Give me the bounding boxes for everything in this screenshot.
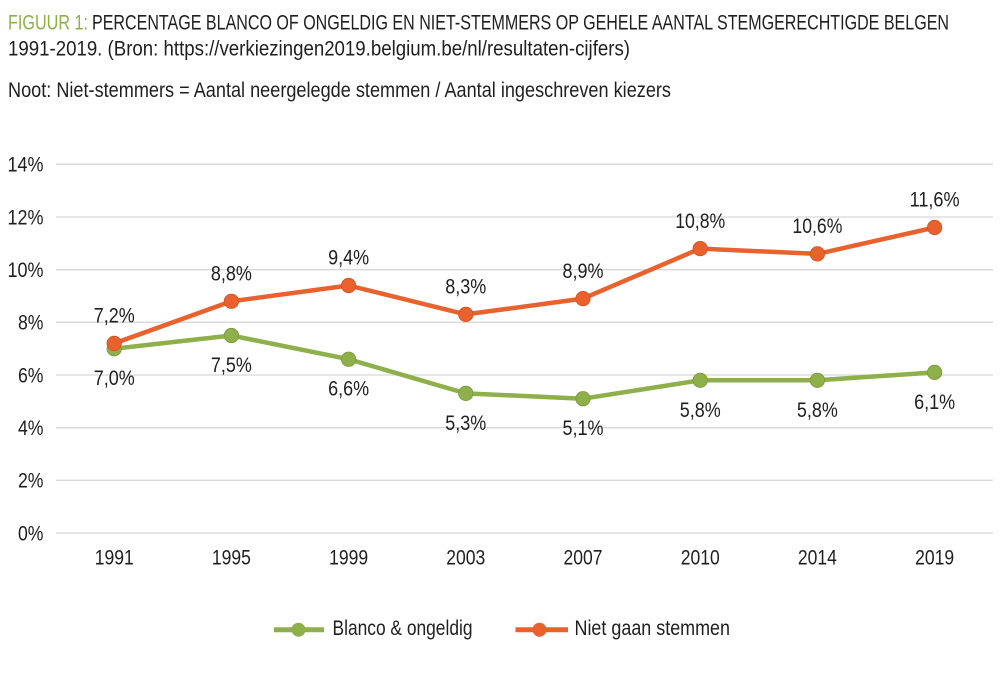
svg-text:1991-2019. (Bron: https://verk: 1991-2019. (Bron: https://verkiezingen20… (8, 38, 630, 61)
svg-text:7,2%: 7,2% (94, 305, 135, 328)
svg-text:FIGUUR 1:: FIGUUR 1: (8, 12, 88, 35)
svg-text:2%: 2% (18, 470, 44, 493)
svg-text:7,0%: 7,0% (94, 367, 135, 390)
svg-text:9,4%: 9,4% (328, 247, 369, 270)
svg-text:10,6%: 10,6% (792, 215, 842, 238)
svg-text:2019: 2019 (915, 547, 954, 570)
svg-text:8,8%: 8,8% (211, 263, 252, 286)
svg-text:PERCENTAGE BLANCO OF ONGELDIG: PERCENTAGE BLANCO OF ONGELDIG EN NIET-ST… (92, 12, 949, 35)
svg-text:6,6%: 6,6% (328, 378, 369, 401)
svg-text:4%: 4% (18, 417, 44, 440)
svg-text:5,1%: 5,1% (563, 417, 604, 440)
svg-text:Blanco & ongeldig: Blanco & ongeldig (333, 617, 473, 640)
svg-text:2003: 2003 (446, 547, 485, 570)
svg-text:12%: 12% (8, 206, 44, 229)
svg-text:5,3%: 5,3% (445, 412, 486, 435)
svg-text:6,1%: 6,1% (914, 391, 955, 414)
svg-text:8,3%: 8,3% (445, 276, 486, 299)
svg-text:Noot: Niet-stemmers = Aantal n: Noot: Niet-stemmers = Aantal neergelegde… (8, 79, 671, 102)
svg-text:Niet gaan stemmen: Niet gaan stemmen (575, 617, 731, 640)
svg-text:5,8%: 5,8% (797, 399, 838, 422)
svg-text:10%: 10% (8, 259, 44, 282)
svg-text:1995: 1995 (212, 547, 251, 570)
svg-text:8,9%: 8,9% (563, 260, 604, 283)
svg-text:14%: 14% (8, 154, 44, 177)
svg-text:2007: 2007 (564, 547, 603, 570)
svg-text:2014: 2014 (798, 547, 837, 570)
svg-text:11,6%: 11,6% (910, 189, 960, 212)
svg-text:0%: 0% (18, 522, 44, 545)
svg-text:8%: 8% (18, 312, 44, 335)
svg-text:5,8%: 5,8% (680, 399, 721, 422)
svg-text:2010: 2010 (681, 547, 720, 570)
svg-text:1999: 1999 (329, 547, 368, 570)
svg-text:7,5%: 7,5% (211, 354, 252, 377)
svg-text:1991: 1991 (95, 547, 134, 570)
svg-text:10,8%: 10,8% (675, 210, 725, 233)
svg-text:6%: 6% (18, 364, 44, 387)
